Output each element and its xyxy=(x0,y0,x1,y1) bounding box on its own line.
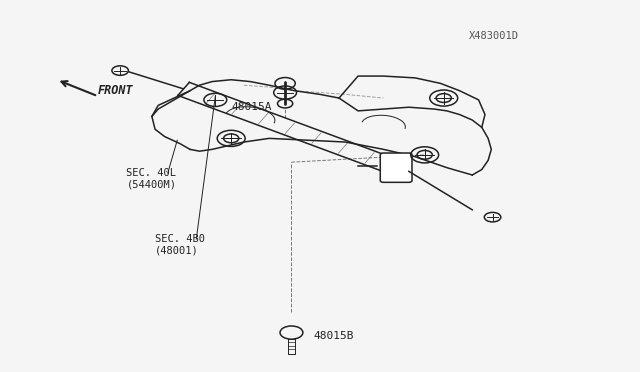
Text: X483001D: X483001D xyxy=(469,31,519,41)
Text: 48015A: 48015A xyxy=(231,102,271,112)
Text: 48015B: 48015B xyxy=(314,331,354,341)
FancyBboxPatch shape xyxy=(380,153,412,182)
Text: SEC. 40L
(54400M): SEC. 40L (54400M) xyxy=(127,168,177,189)
Text: FRONT: FRONT xyxy=(98,84,134,97)
Text: SEC. 4B0
(48001): SEC. 4B0 (48001) xyxy=(155,234,205,256)
